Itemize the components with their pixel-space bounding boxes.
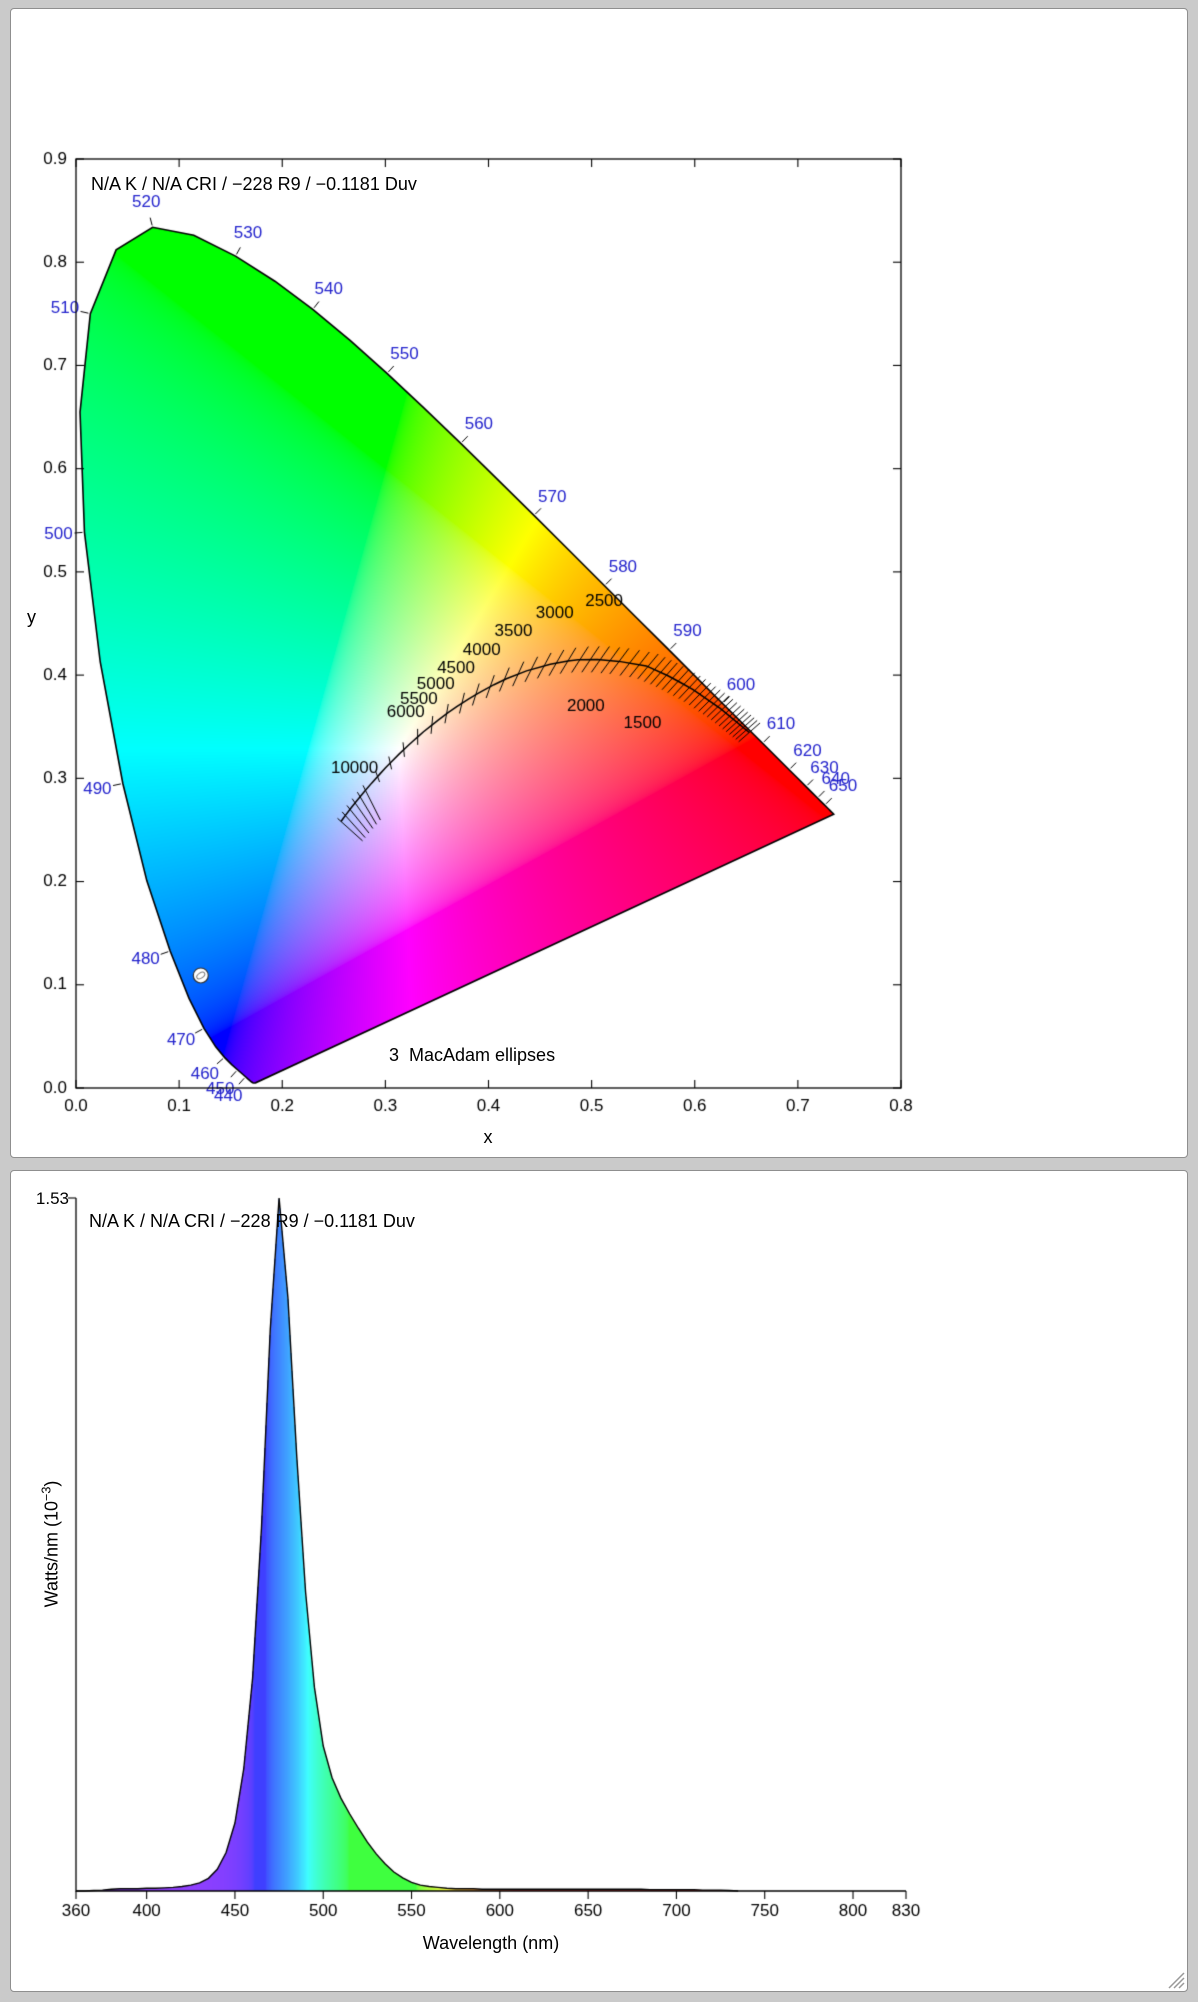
resize-grip-icon bbox=[1168, 1972, 1185, 1989]
cie-y-axis-title: y bbox=[27, 607, 36, 627]
spd-y-axis-title: Watts/nm (10−3) bbox=[40, 1481, 63, 1608]
spd-ymax-label: 1.53 bbox=[35, 1189, 69, 1208]
spd-x-axis-title: Wavelength (nm) bbox=[422, 1933, 560, 1953]
cie-1931-diagram-canvas bbox=[11, 9, 1189, 1159]
macadam-ellipses-label: 3 MacAdam ellipses bbox=[389, 1045, 556, 1065]
spd-y-axis-title-close: ) bbox=[41, 1480, 62, 1487]
resize-grip[interactable] bbox=[1165, 1969, 1185, 1989]
spd-canvas bbox=[11, 1171, 1189, 1993]
spd-y-axis-title-main: Watts/nm (10 bbox=[41, 1501, 62, 1608]
cie-x-axis-title: x bbox=[483, 1127, 493, 1147]
spd-plot-title: N/A K / N/A CRI / −228 R9 / −0.1181 Duv bbox=[89, 1211, 415, 1231]
chromaticity-panel: N/A K / N/A CRI / −228 R9 / −0.1181 Duv … bbox=[10, 8, 1189, 1159]
spd-panel: N/A K / N/A CRI / −228 R9 / −0.1181 Duv … bbox=[10, 1170, 1189, 1993]
cie-plot-title: N/A K / N/A CRI / −228 R9 / −0.1181 Duv bbox=[91, 174, 417, 194]
spd-y-axis-title-exponent: −3 bbox=[39, 1486, 54, 1501]
